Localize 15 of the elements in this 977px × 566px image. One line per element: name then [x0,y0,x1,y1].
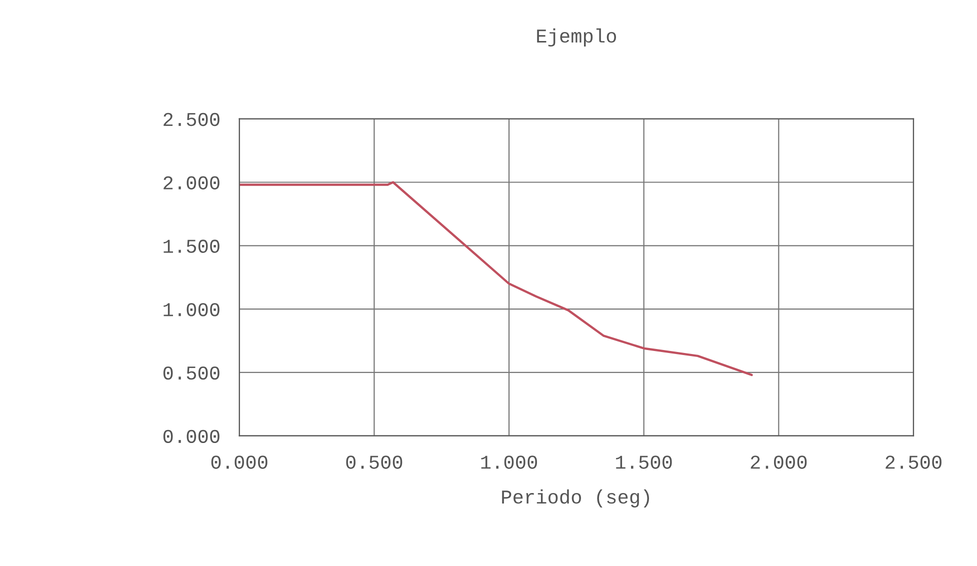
x-axis-title: Periodo (seg) [502,489,650,508]
y-tick-label: 0.500 [163,366,220,380]
line-series [239,181,753,376]
x-tick-label: 2.500 [886,456,942,469]
x-tick-label: 1.500 [616,456,672,469]
y-tick-label: 2.000 [164,176,220,190]
chart-title: Ejemplo [537,28,616,47]
y-tick-label: 0.000 [163,430,220,444]
x-tick-label: 0.500 [346,456,402,469]
y-tick-label: 1.500 [164,240,220,253]
x-tick-label: 2.000 [750,456,807,469]
x-tick-label: 1.000 [481,456,537,469]
x-tick-label: 0.000 [211,456,268,469]
y-tick-label: 2.500 [164,112,220,126]
y-tick-label: 1.000 [164,303,220,316]
